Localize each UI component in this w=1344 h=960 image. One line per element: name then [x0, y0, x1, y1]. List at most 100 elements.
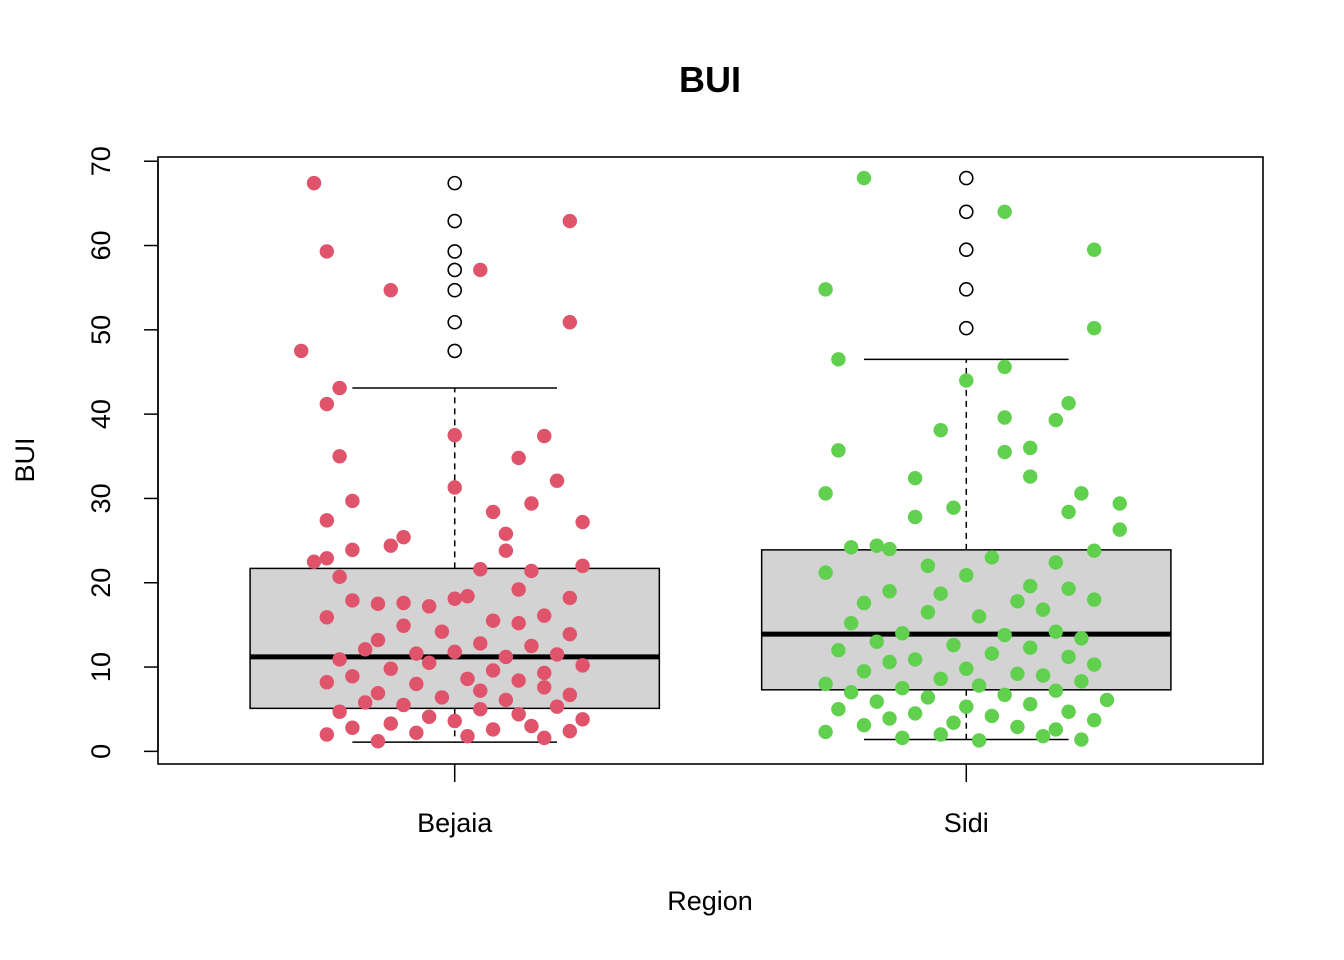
- jitter-point-sidi-15: [1023, 469, 1038, 484]
- jitter-point-sidi-77: [984, 708, 1000, 724]
- jitter-point-sidi-84: [818, 724, 833, 740]
- jitter-point-sidi-6: [997, 359, 1012, 375]
- jitter-point-sidi-59: [1010, 666, 1025, 681]
- jitter-point-sidi-8: [1061, 395, 1076, 411]
- jitter-point-bejaia-3: [473, 262, 488, 278]
- jitter-point-bejaia-75: [332, 704, 347, 719]
- jitter-point-bejaia-25: [319, 551, 335, 566]
- jitter-point-sidi-81: [856, 718, 872, 733]
- jitter-point-bejaia-80: [383, 716, 398, 731]
- jitter-point-bejaia-6: [294, 343, 309, 359]
- jitter-point-sidi-4: [1086, 320, 1102, 336]
- jitter-point-bejaia-23: [345, 542, 360, 558]
- jitter-point-bejaia-10: [537, 428, 552, 444]
- jitter-point-bejaia-47: [473, 636, 488, 651]
- jitter-point-sidi-56: [1086, 657, 1102, 672]
- jitter-point-sidi-58: [856, 664, 872, 679]
- jitter-point-bejaia-55: [421, 655, 437, 671]
- jitter-point-bejaia-18: [319, 513, 335, 528]
- jitter-point-sidi-51: [831, 642, 846, 658]
- outlier-point-bejaia-6: [447, 175, 463, 191]
- jitter-point-sidi-74: [831, 702, 846, 717]
- jitter-point-bejaia-16: [524, 496, 539, 511]
- jitter-point-bejaia-43: [396, 618, 411, 633]
- jitter-point-bejaia-61: [460, 671, 475, 687]
- jitter-point-sidi-82: [1010, 719, 1025, 735]
- jitter-point-sidi-2: [1086, 242, 1102, 257]
- jitter-point-sidi-24: [869, 538, 884, 553]
- jitter-point-bejaia-54: [332, 652, 347, 667]
- jitter-point-sidi-53: [1061, 649, 1076, 665]
- jitter-point-sidi-41: [920, 605, 936, 620]
- jitter-point-sidi-54: [907, 652, 923, 667]
- jitter-point-sidi-61: [933, 671, 948, 687]
- jitter-point-bejaia-14: [447, 480, 462, 495]
- jitter-point-sidi-43: [843, 616, 859, 631]
- x-tick-label-bejaia: Bejaia: [417, 808, 493, 838]
- jitter-point-sidi-50: [1023, 640, 1038, 655]
- jitter-point-sidi-23: [1112, 522, 1127, 537]
- x-tick-label-sidi: Sidi: [944, 808, 989, 838]
- jitter-point-bejaia-76: [511, 707, 526, 722]
- jitter-point-bejaia-0: [306, 175, 322, 191]
- jitter-point-bejaia-49: [357, 642, 373, 657]
- jitter-point-sidi-49: [946, 637, 961, 653]
- y-tick-label-30: 30: [86, 483, 116, 513]
- jitter-point-sidi-80: [946, 715, 961, 730]
- jitter-point-sidi-19: [1112, 496, 1127, 511]
- jitter-point-sidi-39: [856, 595, 872, 611]
- outlier-point-bejaia-3: [447, 262, 463, 278]
- jitter-point-sidi-7: [959, 373, 974, 388]
- jitter-point-sidi-45: [895, 626, 910, 641]
- box-bejaia: [249, 567, 661, 710]
- jitter-point-sidi-18: [1074, 486, 1089, 501]
- jitter-point-bejaia-71: [357, 695, 373, 710]
- jitter-point-sidi-67: [843, 685, 859, 700]
- jitter-point-sidi-76: [907, 706, 923, 721]
- plot-area: 0 10 20 30 40 50 60 70 Bejaia Sidi: [86, 146, 1264, 838]
- jitter-point-sidi-28: [984, 550, 1000, 565]
- jitter-point-bejaia-15: [345, 493, 360, 509]
- y-tick-label-70: 70: [86, 146, 116, 176]
- jitter-point-sidi-86: [1035, 728, 1051, 744]
- jitter-point-bejaia-21: [396, 530, 411, 545]
- jitter-point-bejaia-64: [409, 676, 424, 692]
- jitter-point-bejaia-83: [485, 722, 501, 737]
- jitter-point-bejaia-57: [383, 661, 398, 676]
- jitter-point-bejaia-79: [447, 713, 462, 729]
- jitter-point-bejaia-53: [498, 649, 514, 665]
- jitter-point-bejaia-50: [447, 644, 462, 660]
- jitter-point-bejaia-51: [409, 646, 424, 661]
- jitter-point-sidi-88: [1074, 732, 1089, 747]
- jitter-point-sidi-44: [1048, 624, 1064, 639]
- jitter-point-bejaia-60: [345, 669, 360, 684]
- jitter-point-bejaia-38: [421, 599, 437, 614]
- outlier-point-sidi-3: [958, 204, 974, 220]
- jitter-point-sidi-33: [1023, 578, 1038, 594]
- jitter-point-bejaia-65: [537, 680, 552, 695]
- jitter-point-sidi-47: [1074, 631, 1089, 646]
- jitter-point-bejaia-86: [319, 727, 335, 742]
- jitter-point-sidi-75: [1061, 704, 1076, 719]
- jitter-point-sidi-3: [818, 282, 833, 297]
- jitter-point-bejaia-28: [473, 562, 488, 577]
- jitter-point-bejaia-32: [460, 589, 475, 604]
- jitter-point-bejaia-30: [332, 569, 347, 585]
- jitter-point-bejaia-72: [396, 697, 411, 713]
- jitter-point-bejaia-85: [409, 725, 424, 741]
- outlier-point-bejaia-0: [447, 343, 463, 359]
- jitter-point-bejaia-22: [383, 538, 398, 553]
- y-tick-label-20: 20: [86, 568, 116, 598]
- chart-title: BUI: [679, 59, 741, 100]
- jitter-point-bejaia-63: [319, 675, 335, 690]
- jitter-point-bejaia-88: [537, 730, 552, 746]
- jitter-point-bejaia-11: [332, 449, 347, 464]
- jitter-point-bejaia-7: [332, 380, 347, 396]
- jitter-point-sidi-48: [869, 634, 884, 649]
- jitter-point-sidi-85: [933, 727, 948, 742]
- jitter-point-sidi-40: [1035, 602, 1051, 617]
- jitter-point-bejaia-74: [473, 702, 488, 717]
- jitter-point-sidi-9: [997, 410, 1012, 425]
- jitter-point-sidi-11: [933, 422, 948, 438]
- jitter-point-bejaia-82: [345, 720, 360, 735]
